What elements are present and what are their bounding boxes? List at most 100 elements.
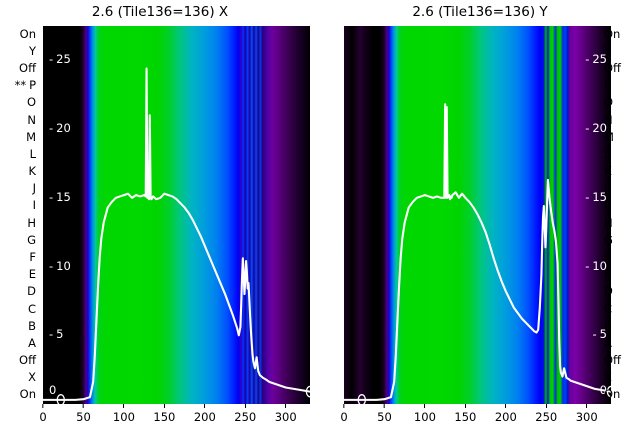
category-label: K: [28, 164, 36, 179]
xtick-label: 50: [76, 410, 91, 424]
xtick-mark: [163, 404, 165, 408]
ytick-label: -5: [593, 329, 607, 341]
panel-x-markers: [56, 385, 310, 404]
category-label: Y: [604, 43, 612, 58]
xtick: 200: [495, 404, 517, 424]
xtick-mark: [545, 404, 547, 408]
category-label: Off: [604, 60, 621, 75]
category-label: I: [604, 198, 608, 213]
ytick-value: 5: [599, 327, 607, 342]
panel-y-curve: [344, 103, 611, 401]
ytick-label-zero: 0: [49, 382, 57, 397]
panel-x-raster: [43, 26, 310, 404]
xtick: 0: [340, 404, 348, 424]
category-label: P **: [14, 78, 36, 93]
xtick-mark: [383, 404, 385, 408]
ytick-label: -15: [585, 189, 607, 204]
category-label: Off: [604, 353, 621, 368]
category-label: C: [604, 301, 613, 316]
category-label: On: [19, 26, 36, 41]
panel-y: 2.6 (Tile136=136) Y -5-10-15-20-25 0 0 50 1…: [320, 0, 640, 440]
category-label: On: [19, 387, 36, 402]
curve-point-marker: [56, 394, 66, 404]
xtick: 250: [535, 404, 557, 424]
category-label: C: [27, 301, 36, 316]
ytick-label: -20: [585, 121, 607, 136]
xtick-label: 100: [413, 410, 436, 424]
ytick-value: 15: [56, 189, 71, 204]
category-label: F: [29, 249, 36, 264]
category-label: J: [604, 181, 608, 196]
xtick-label: 50: [377, 410, 392, 424]
category-label: E: [604, 267, 612, 282]
panel-x: 2.6 (Tile136=136) X -5-10-15-20-25 0 0 50 1…: [39, 4, 310, 434]
panel-x-xaxis: 0 50 100 150 200 250 300: [39, 404, 310, 434]
xtick-label: 200: [193, 410, 216, 424]
category-label: D: [27, 284, 36, 299]
category-label: Off: [19, 353, 36, 368]
xtick-mark: [244, 404, 246, 408]
xtick-label: 150: [454, 410, 477, 424]
ytick-value: 25: [56, 52, 71, 67]
xtick: 300: [576, 404, 598, 424]
ytick-dash: -: [585, 258, 590, 273]
xtick-mark: [505, 404, 507, 408]
category-label: B: [604, 318, 612, 333]
xtick-label: 100: [112, 410, 135, 424]
category-label: A: [604, 335, 612, 350]
panel-x-title: 2.6 (Tile136=136) X: [91, 4, 229, 20]
xtick: 100: [414, 404, 436, 424]
xtick-label: 0: [39, 410, 47, 424]
xtick: 100: [113, 404, 135, 424]
ytick-dash: -: [585, 189, 590, 204]
xtick-label: 300: [274, 410, 297, 424]
category-label: B: [28, 318, 36, 333]
panel-x-axes: -5-10-15-20-25 0: [43, 26, 310, 404]
ytick-dash: -: [592, 327, 597, 342]
panel-y-axes: -5-10-15-20-25 0: [344, 26, 611, 404]
panel-y-marker-layer: [357, 385, 611, 404]
xtick-mark: [343, 404, 345, 408]
panel-y-xaxis: 0 50 100 150 200 250 300: [340, 404, 611, 434]
ytick-value: 10: [592, 258, 607, 273]
ytick-dash: -: [49, 52, 54, 67]
ytick-label: -10: [49, 258, 71, 273]
category-label: On: [604, 387, 621, 402]
ytick-dash: -: [49, 258, 54, 273]
category-label: K: [604, 164, 612, 179]
panel-y-title: 2.6 (Tile136=136) Y: [412, 4, 548, 20]
category-label: H: [27, 215, 36, 230]
xtick-label: 200: [494, 410, 517, 424]
ytick-value: 10: [56, 258, 71, 273]
ytick-dash: -: [585, 121, 590, 136]
xtick-label: 250: [234, 410, 257, 424]
category-label: M: [604, 129, 614, 144]
xtick: 50: [377, 404, 392, 424]
category-label: E: [28, 267, 36, 282]
category-label: X: [604, 370, 612, 385]
xtick-mark: [204, 404, 206, 408]
xtick: 0: [39, 404, 47, 424]
ytick-value: 25: [592, 52, 607, 67]
category-marker: **: [14, 78, 27, 93]
ytick-label: -5: [49, 329, 63, 341]
ytick-label: -20: [49, 121, 71, 136]
xtick-mark: [285, 404, 287, 408]
category-label: Y: [28, 43, 36, 58]
category-label: N: [604, 112, 613, 127]
curve-point-marker: [357, 394, 367, 404]
category-label: O: [604, 95, 614, 110]
ytick-label: -15: [49, 189, 71, 204]
panel-y-curve-layer: [344, 103, 611, 401]
xtick-mark: [424, 404, 426, 408]
ytick-value: 20: [56, 121, 71, 136]
category-label: F: [604, 249, 611, 264]
xtick-mark: [586, 404, 588, 408]
panel-x-curve: [43, 67, 310, 401]
ytick-dash: -: [49, 327, 54, 342]
category-label: P: [604, 78, 611, 93]
xtick-mark: [123, 404, 125, 408]
ytick-value: 15: [592, 189, 607, 204]
panel-x-marker-layer: [56, 385, 310, 404]
